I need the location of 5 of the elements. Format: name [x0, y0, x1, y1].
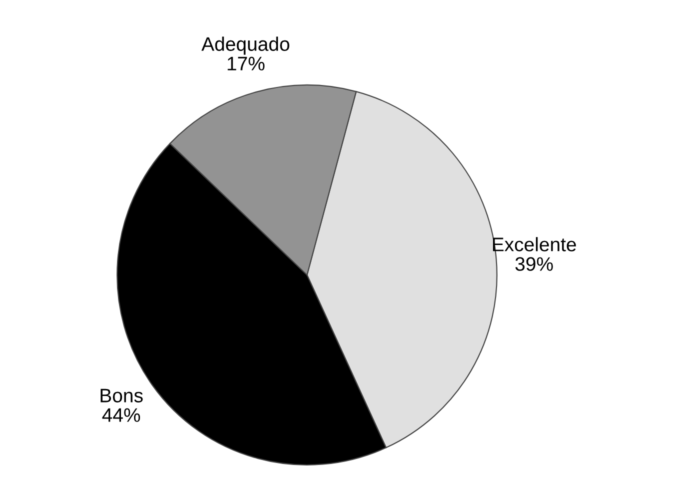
slice-label: Bons — [100, 388, 143, 402]
data-label: 39% — [515, 257, 553, 271]
data-label: 17% — [228, 56, 265, 70]
slice-label: Adequado — [201, 36, 290, 55]
data-label: 44% — [102, 408, 140, 422]
